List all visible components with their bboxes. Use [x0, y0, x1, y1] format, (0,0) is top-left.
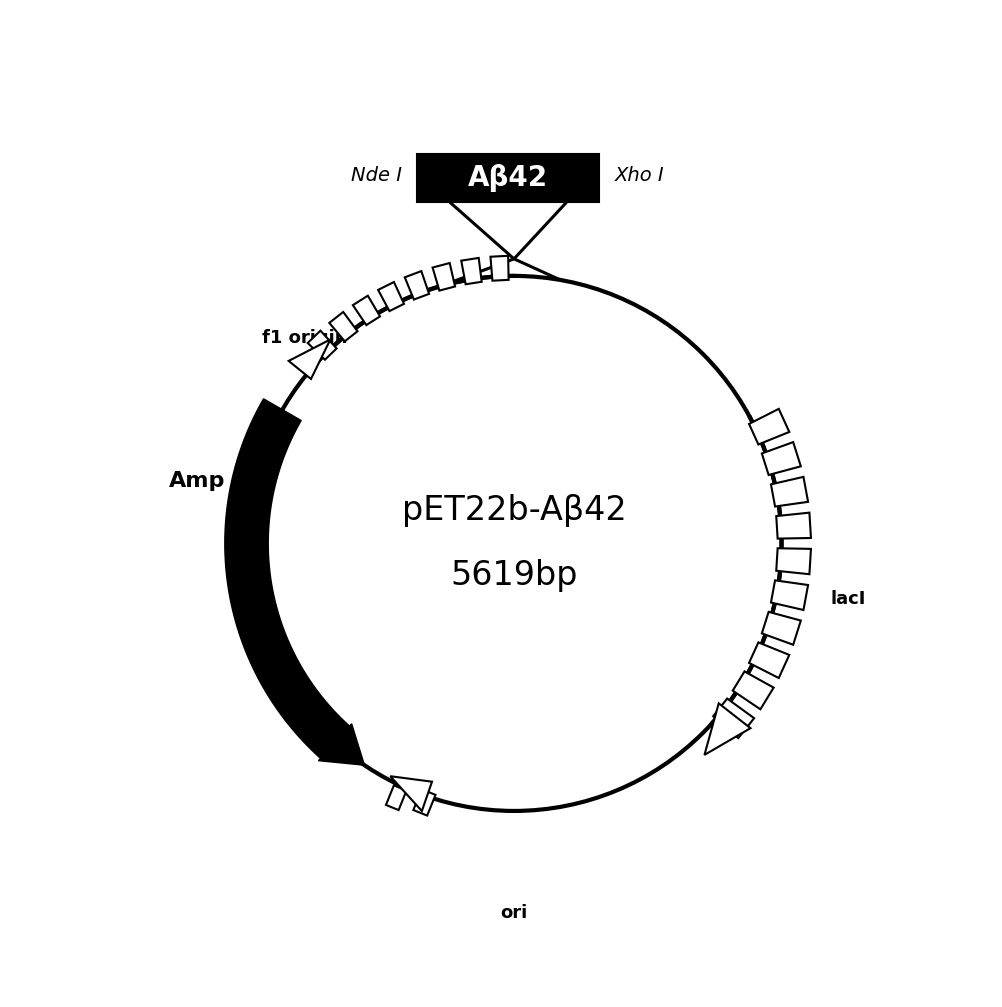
Polygon shape — [461, 258, 481, 284]
Polygon shape — [748, 642, 789, 678]
Polygon shape — [405, 271, 429, 299]
Polygon shape — [712, 699, 754, 738]
Polygon shape — [353, 296, 380, 325]
Polygon shape — [762, 612, 800, 644]
Polygon shape — [703, 703, 749, 755]
Polygon shape — [432, 263, 455, 291]
Polygon shape — [771, 477, 808, 507]
Polygon shape — [378, 282, 404, 311]
Polygon shape — [490, 256, 508, 281]
Polygon shape — [386, 785, 406, 810]
Polygon shape — [224, 399, 350, 758]
Text: f1 origin: f1 origin — [262, 329, 347, 347]
Polygon shape — [776, 513, 811, 539]
Polygon shape — [390, 776, 432, 811]
Polygon shape — [329, 312, 357, 341]
Polygon shape — [732, 672, 773, 709]
Polygon shape — [762, 442, 800, 475]
Text: Amp: Amp — [168, 471, 225, 491]
Bar — [417, 154, 599, 202]
Polygon shape — [771, 580, 808, 610]
Text: Nde I: Nde I — [351, 166, 401, 185]
Text: 5619bp: 5619bp — [450, 560, 577, 592]
Polygon shape — [308, 330, 337, 359]
Polygon shape — [776, 548, 811, 574]
Text: Aβ42: Aβ42 — [468, 164, 548, 192]
Polygon shape — [748, 409, 789, 444]
Text: lacI: lacI — [830, 590, 866, 608]
Polygon shape — [318, 724, 364, 765]
Text: ori: ori — [500, 904, 527, 922]
Polygon shape — [413, 789, 435, 816]
Polygon shape — [289, 339, 330, 379]
Text: pET22b-Aβ42: pET22b-Aβ42 — [401, 494, 626, 528]
Text: Xho I: Xho I — [614, 166, 663, 185]
